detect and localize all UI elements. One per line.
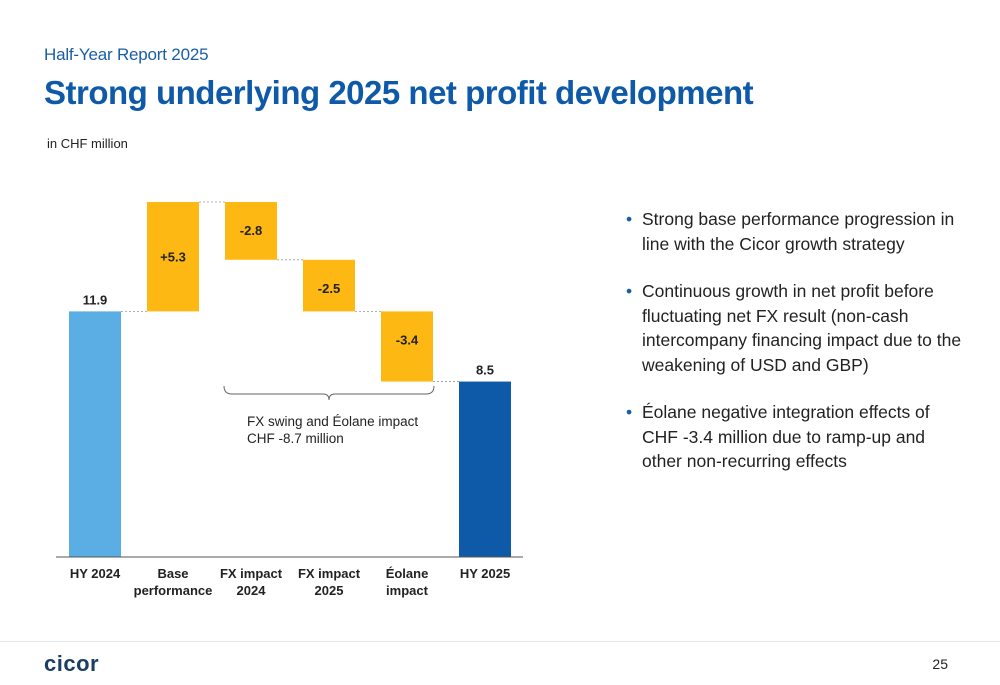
bullet-item: • Strong base performance progression in … xyxy=(624,207,964,256)
x-tick-label: FX impact 2025 xyxy=(298,566,361,598)
report-subtitle: Half-Year Report 2025 xyxy=(44,45,209,64)
bullet-dot-icon: • xyxy=(626,402,633,422)
data-label: 8.5 xyxy=(476,363,494,378)
data-label: 11.9 xyxy=(83,292,108,307)
data-label: -2.8 xyxy=(240,223,262,238)
bar-hy-2024 xyxy=(69,311,121,557)
data-label: -2.5 xyxy=(318,281,340,296)
bullet-item: • Continuous growth in net profit before … xyxy=(624,279,964,377)
bar-base-performance xyxy=(147,202,199,312)
bar-fx-impact-2025 xyxy=(303,259,355,312)
x-tick-label: Base performance xyxy=(134,566,213,598)
bar-hy-2025 xyxy=(459,381,511,557)
cicor-logo: cicor xyxy=(44,651,100,676)
data-label: +5.3 xyxy=(160,250,186,265)
bullet-text: Éolane negative integration effects of C… xyxy=(642,402,930,471)
x-tick-label: Éolane impact xyxy=(386,566,429,598)
annotation-brace xyxy=(223,385,435,401)
bullet-dot-icon: • xyxy=(626,281,633,301)
bar--olane-impact xyxy=(381,311,433,382)
data-label: -3.4 xyxy=(396,332,419,347)
bullet-item: • Éolane negative integration effects of … xyxy=(624,400,964,474)
footer-divider xyxy=(0,641,1000,642)
page-number: 25 xyxy=(932,656,948,672)
x-tick-label: FX impact 2024 xyxy=(220,566,283,598)
chart-unit-label: in CHF million xyxy=(47,136,128,151)
bullet-text: Continuous growth in net profit before f… xyxy=(642,281,962,375)
bullet-list: • Strong base performance progression in … xyxy=(624,207,964,497)
x-tick-label: HY 2025 xyxy=(460,566,510,581)
bar-fx-impact-2024 xyxy=(225,202,277,260)
annotation-text: FX swing and Éolane impact CHF -8.7 milli… xyxy=(247,414,418,446)
slide-title: Strong underlying 2025 net profit develo… xyxy=(44,74,754,111)
bullet-text: Strong base performance progression in l… xyxy=(642,209,955,254)
bullet-dot-icon: • xyxy=(626,209,633,229)
x-tick-label: HY 2024 xyxy=(70,566,121,581)
